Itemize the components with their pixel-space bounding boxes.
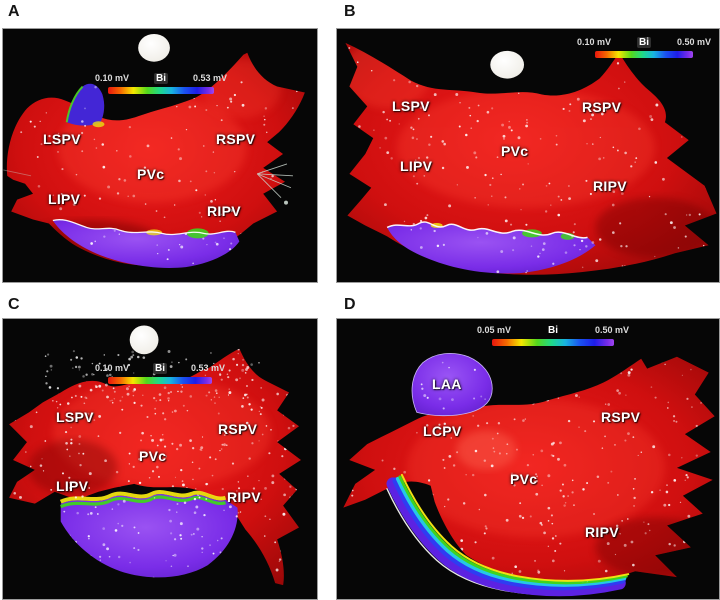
scale-signal-label: Bi: [154, 73, 168, 84]
scale-max-value: 0.53 mV: [192, 73, 227, 83]
high-voltage-dome: [60, 494, 238, 578]
voltage-scale-bar: 0.10 mV Bi 0.50 mV: [577, 37, 711, 58]
voltage-scale-bar: 0.10 mV Bi 0.53 mV: [95, 363, 225, 384]
voltage-color-gradient: [108, 87, 214, 94]
anatomy-label-ripv: RIPV: [593, 178, 627, 194]
voltage-map-a: [3, 33, 305, 268]
voltage-gradient-ridge: [386, 473, 630, 597]
anatomy-label-rspv: RSPV: [218, 421, 258, 437]
voltage-color-gradient: [492, 339, 614, 346]
anatomy-label-lspv: LSPV: [392, 98, 430, 114]
catheter-icon: [3, 163, 293, 198]
high-voltage-patch: [66, 83, 105, 126]
fringe-green: [60, 495, 227, 509]
voltage-color-gradient: [108, 377, 212, 384]
panel-b: 0.10 mV Bi 0.50 mV LSPV RSPV PVc LIPV RI…: [336, 28, 720, 283]
panel-a: 0.10 mV Bi 0.53 mV LSPV RSPV PVc LIPV RI…: [2, 28, 318, 283]
voltage-scale-bar: 0.05 mV Bi 0.50 mV: [477, 325, 629, 346]
voltage-scale-bar: 0.10 mV Bi 0.53 mV: [95, 73, 227, 94]
anatomy-label-lipv: LIPV: [56, 478, 89, 494]
scale-signal-label: Bi: [153, 363, 167, 374]
scale-min-value: 0.10 mV: [95, 363, 130, 373]
anatomy-label-lipv: LIPV: [48, 191, 81, 207]
isolation-line: [386, 221, 588, 239]
orientation-marker-icon: [490, 50, 525, 79]
scale-min-value: 0.10 mV: [577, 37, 612, 47]
voltage-color-gradient: [595, 51, 693, 58]
panel-letter-c: C: [8, 296, 20, 313]
anatomy-label-pvc: PVc: [137, 166, 165, 182]
anatomy-label-pvc: PVc: [139, 448, 167, 464]
anatomy-label-ripv: RIPV: [585, 524, 619, 540]
scale-signal-label: Bi: [548, 325, 558, 336]
orientation-marker-icon: [138, 33, 170, 62]
voltage-map-d: [343, 352, 715, 597]
anatomy-label-lspv: LSPV: [43, 131, 81, 147]
anatomy-label-ripv: RIPV: [227, 489, 261, 505]
anatomy-label-pvc: PVc: [501, 143, 529, 159]
fringe-yellow: [59, 490, 227, 504]
anatomy-label-lspv: LSPV: [56, 409, 94, 425]
voltage-map-c: [9, 325, 301, 586]
isolation-line: [52, 219, 236, 236]
anatomy-label-pvc: PVc: [510, 471, 538, 487]
anatomy-label-laa: LAA: [432, 376, 462, 392]
panel-letter-b: B: [344, 3, 356, 20]
anatomy-label-rspv: RSPV: [582, 99, 622, 115]
anatomy-label-rspv: RSPV: [601, 409, 641, 425]
anatomy-label-rspv: RSPV: [216, 131, 256, 147]
anatomy-label-lcpv: LCPV: [423, 423, 462, 439]
panel-letter-a: A: [8, 3, 20, 20]
high-voltage-crescent: [52, 219, 240, 268]
scale-max-value: 0.50 mV: [676, 37, 711, 47]
orientation-marker-icon: [129, 325, 159, 355]
scale-min-value: 0.10 mV: [95, 73, 130, 83]
catheter-tip-dot: [284, 200, 288, 205]
voltage-map-b: [345, 42, 717, 275]
scale-signal-label: Bi: [637, 37, 651, 48]
panel-c: 0.10 mV Bi 0.53 mV LSPV RSPV PVc LIPV RI…: [2, 318, 318, 600]
panel-letter-d: D: [344, 296, 356, 313]
scale-min-value: 0.05 mV: [477, 325, 512, 335]
scale-max-value: 0.53 mV: [190, 363, 225, 373]
anatomy-label-ripv: RIPV: [207, 203, 241, 219]
high-voltage-crescent: [387, 221, 596, 274]
anatomy-label-lipv: LIPV: [400, 158, 433, 174]
scale-max-value: 0.50 mV: [594, 325, 629, 335]
panel-d: 0.05 mV Bi 0.50 mV LAA LCPV RSPV PVc RIP…: [336, 318, 720, 600]
laa-high-voltage-blob: [411, 352, 493, 417]
